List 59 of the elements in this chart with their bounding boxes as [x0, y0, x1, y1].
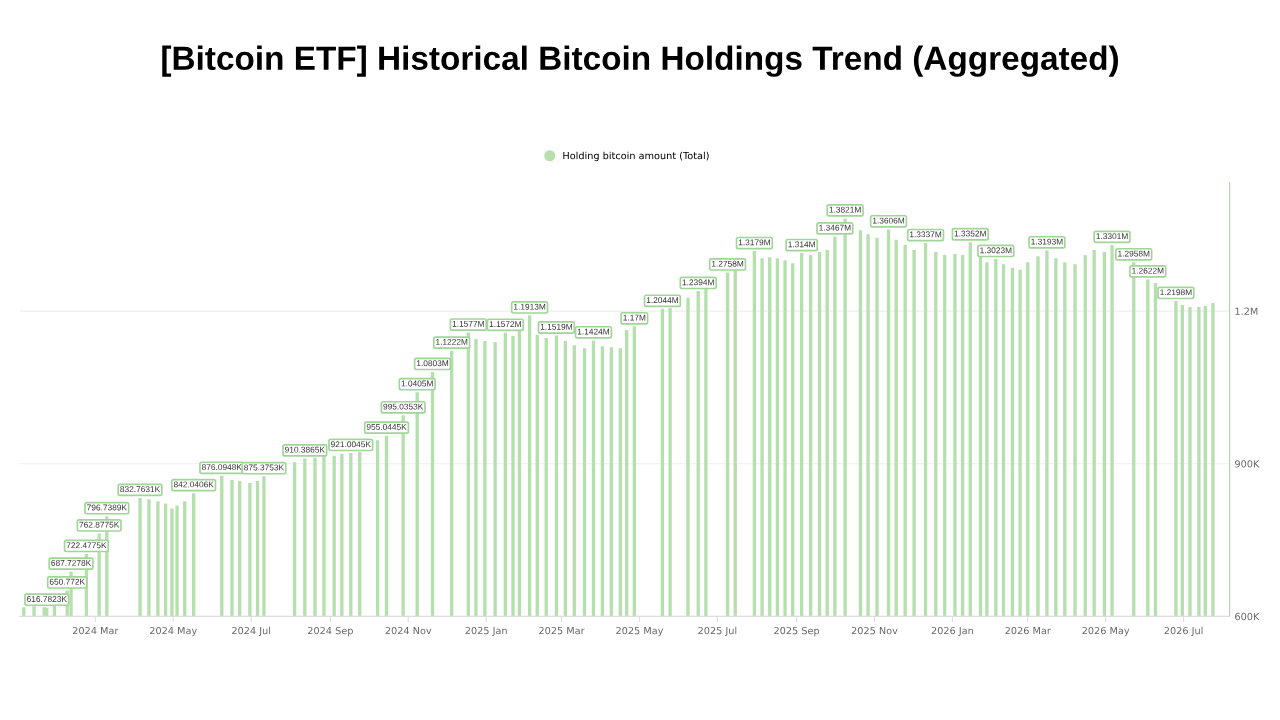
data-label: 722.4775K — [66, 542, 107, 549]
data-label: 876.0948K — [201, 464, 242, 471]
data-label: 875.3753K — [244, 464, 284, 471]
data-label: 1.3193M — [1031, 238, 1063, 245]
x-tick-label: 2025 Nov — [851, 626, 898, 635]
data-label: 1.2044M — [646, 297, 678, 304]
x-tick-label: 2024 Jul — [232, 626, 271, 637]
data-label: 1.1577M — [452, 320, 484, 327]
data-label: 650.772K — [49, 578, 85, 585]
y-tick-label: 900K — [1235, 460, 1260, 468]
chart-title: [Bitcoin ETF] Historical Bitcoin Holdings Trend (Aggregated) — [162, 45, 1119, 77]
data-label: 921.0045K — [331, 441, 371, 448]
data-label: 1.3337M — [909, 231, 942, 238]
x-tick-label: 2025 Jul — [698, 626, 737, 637]
data-label: 1.2394M — [682, 279, 714, 286]
data-label: 616.7823K — [27, 596, 67, 602]
x-tick-label: 2024 May — [149, 626, 197, 637]
x-tick-label: 2026 May — [1082, 626, 1130, 637]
data-label: 1.3301M — [1096, 233, 1128, 240]
y-tick-label: 1.2M — [1235, 307, 1258, 315]
data-label: 1.1572M — [489, 321, 521, 328]
x-tick-label: 2025 May — [616, 626, 664, 637]
data-label: 832.7631K — [120, 486, 161, 493]
data-label: 687.7278K — [51, 559, 92, 566]
x-tick-label: 2025 Mar — [539, 626, 585, 635]
data-label: 762.8775K — [79, 521, 120, 528]
x-tick-label: 2025 Jan — [465, 626, 507, 637]
x-tick-label: 2026 Jul — [1164, 626, 1203, 637]
data-label: 1.2198M — [1160, 289, 1192, 296]
data-label: 1.3179M — [738, 239, 770, 246]
data-label: 1.1424M — [577, 328, 610, 335]
data-label: 1.1913M — [514, 303, 546, 310]
data-label: 955.0445K — [366, 423, 407, 430]
data-label: 1.3467M — [819, 224, 851, 231]
data-label: 1.3821M — [829, 206, 861, 213]
data-label: 1.0405M — [401, 380, 433, 387]
data-label: 1.3606M — [872, 217, 905, 224]
data-label: 1.314M — [788, 241, 815, 248]
data-label: 1.2622M — [1132, 267, 1164, 274]
data-label: 1.17M — [623, 314, 646, 321]
legend-label: Holding bitcoin amount (Total) — [563, 151, 709, 162]
data-label: 1.3023M — [980, 247, 1012, 254]
x-tick-label: 2026 Mar — [1005, 626, 1051, 635]
x-tick-label: 2026 Jan — [931, 626, 973, 637]
data-label: 1.2758M — [712, 260, 744, 267]
data-label: 1.1519M — [540, 323, 572, 330]
data-label: 1.3352M — [954, 230, 986, 237]
data-label: 1.0803M — [416, 360, 449, 367]
data-label: 995.0353K — [383, 403, 424, 410]
y-tick-label: 600K — [1235, 612, 1260, 621]
data-label: 796.7389K — [87, 504, 127, 511]
x-tick-label: 2025 Sep — [774, 626, 820, 637]
data-label: 910.3865K — [285, 446, 325, 453]
x-tick-label: 2024 Sep — [307, 626, 353, 637]
data-label: 1.1222M — [436, 338, 468, 345]
data-label: 842.0406K — [173, 481, 214, 488]
x-tick-label: 2024 Nov — [385, 626, 432, 635]
data-label: 1.2958M — [1118, 250, 1150, 257]
x-tick-label: 2024 Mar — [72, 626, 119, 635]
